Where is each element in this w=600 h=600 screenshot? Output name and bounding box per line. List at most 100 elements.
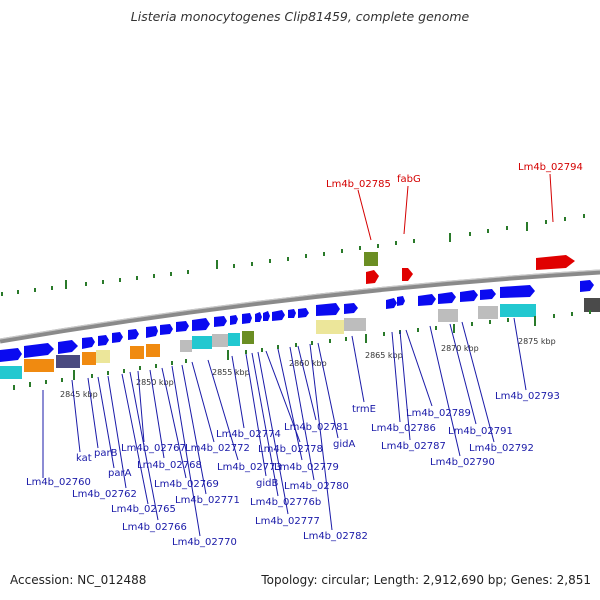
gene-label-Lm4b_02770[interactable]: Lm4b_02770: [172, 537, 237, 548]
gene-arrow[interactable]: [397, 296, 405, 306]
gene-label-Lm4b_02768[interactable]: Lm4b_02768: [137, 460, 202, 471]
gene-arrow[interactable]: [438, 292, 456, 304]
gene-label-Lm4b_02765[interactable]: Lm4b_02765: [111, 504, 176, 515]
gene-label-Lm4b_02769[interactable]: Lm4b_02769: [154, 479, 219, 490]
gene-arrow[interactable]: [298, 308, 309, 318]
gene-label-Lm4b_02771[interactable]: Lm4b_02771: [175, 495, 240, 506]
gene-arrow[interactable]: [146, 326, 158, 338]
gene-label-Lm4b_02760[interactable]: Lm4b_02760: [26, 477, 91, 488]
gene-label-gidB[interactable]: gidB: [256, 478, 278, 489]
bottom-gene-labels: Lm4b_02760 kat parB parA Lm4b_02762 Lm4b…: [26, 391, 560, 548]
gene-arrow[interactable]: [386, 298, 397, 309]
gene-block[interactable]: [82, 352, 96, 365]
gene-block[interactable]: [212, 334, 228, 347]
gene-block[interactable]: [130, 346, 144, 359]
gene-arrow[interactable]: [460, 290, 478, 302]
genome-stats-text: Topology: circular; Length: 2,912,690 bp…: [261, 573, 591, 587]
gene-fabG-arrow[interactable]: [402, 268, 413, 281]
gene-arrow[interactable]: [344, 303, 358, 314]
gene-label-Lm4b_02781[interactable]: Lm4b_02781: [284, 422, 349, 433]
kbp-label: 2860 kbp: [289, 359, 327, 368]
gene-block[interactable]: [24, 359, 54, 372]
gene-block[interactable]: [438, 309, 458, 322]
gene-arrow[interactable]: [500, 285, 535, 298]
gene-block[interactable]: [316, 320, 344, 334]
upper-features: [364, 252, 575, 284]
gene-label-Lm4b_02776b[interactable]: Lm4b_02776b: [250, 497, 321, 508]
gene-label-Lm4b_02790[interactable]: Lm4b_02790: [430, 457, 495, 468]
gene-label-parB[interactable]: parB: [94, 448, 118, 459]
gene-arrow[interactable]: [242, 313, 252, 324]
gene-arrow[interactable]: [128, 329, 139, 340]
gene-arrow[interactable]: [288, 309, 296, 318]
gene-arrow[interactable]: [82, 337, 95, 349]
gene-label-Lm4b_02787[interactable]: Lm4b_02787: [381, 441, 446, 452]
kbp-label: 2870 kbp: [441, 344, 479, 353]
gene-block[interactable]: [56, 355, 80, 368]
gene-arrow[interactable]: [176, 321, 189, 332]
gene-label-Lm4b_02778[interactable]: Lm4b_02778: [258, 444, 323, 455]
gene-label-Lm4b_02785[interactable]: Lm4b_02785: [326, 179, 391, 190]
gene-label-Lm4b_02786[interactable]: Lm4b_02786: [371, 423, 436, 434]
gene-label-Lm4b_02779[interactable]: Lm4b_02779: [274, 462, 339, 473]
gene-arrow[interactable]: [316, 303, 340, 316]
accession-text: Accession: NC_012488: [10, 573, 147, 587]
gene-label-Lm4b_02792[interactable]: Lm4b_02792: [469, 443, 534, 454]
gene-arrow[interactable]: [24, 343, 54, 358]
gene-arrow[interactable]: [272, 310, 285, 321]
gene-arrow[interactable]: [58, 340, 78, 354]
gene-Lm4b_02785-arrow[interactable]: [366, 270, 379, 284]
gene-label-Lm4b_02789[interactable]: Lm4b_02789: [406, 408, 471, 419]
gene-label-Lm4b_02777[interactable]: Lm4b_02777: [255, 516, 320, 527]
gene-label-Lm4b_02793[interactable]: Lm4b_02793: [495, 391, 560, 402]
gene-Lm4b_02794-arrow[interactable]: [536, 255, 575, 270]
gene-arrow[interactable]: [263, 311, 270, 321]
gene-arrow[interactable]: [255, 312, 262, 322]
kbp-label: 2875 kbp: [518, 337, 556, 346]
gene-arrow[interactable]: [418, 294, 436, 306]
gene-arrow[interactable]: [112, 332, 123, 343]
gene-block[interactable]: [146, 344, 160, 357]
lower-tick-row: [13, 310, 591, 390]
gene-arrow[interactable]: [0, 348, 22, 362]
gene-block[interactable]: [0, 366, 22, 379]
gene-block[interactable]: [478, 306, 498, 319]
gene-label-Lm4b_02773[interactable]: Lm4b_02773: [217, 462, 282, 473]
gene-block[interactable]: [96, 350, 110, 363]
gene-block[interactable]: [344, 318, 366, 331]
gene-block[interactable]: [180, 340, 192, 352]
gene-arrow[interactable]: [214, 316, 227, 327]
gene-label-gidA[interactable]: gidA: [333, 439, 355, 450]
gene-label-Lm4b_02772[interactable]: Lm4b_02772: [185, 443, 250, 454]
gene-arrow[interactable]: [580, 280, 594, 292]
gene-block[interactable]: [500, 304, 536, 317]
gene-label-Lm4b_02767[interactable]: Lm4b_02767: [121, 443, 186, 454]
gene-label-fabG[interactable]: fabG: [397, 174, 421, 185]
gene-label-Lm4b_02782[interactable]: Lm4b_02782: [303, 531, 368, 542]
gene-label-Lm4b_02766[interactable]: Lm4b_02766: [122, 522, 187, 533]
gene-label-Lm4b_02774[interactable]: Lm4b_02774: [216, 429, 281, 440]
gene-block[interactable]: [228, 333, 240, 346]
gene-label-trmE[interactable]: trmE: [352, 404, 376, 415]
top-gene-labels: Lm4b_02785 fabG Lm4b_02794: [326, 162, 583, 190]
kbp-label: 2845 kbp: [60, 390, 98, 399]
gene-arrow[interactable]: [192, 318, 210, 331]
gene-label-Lm4b_02791[interactable]: Lm4b_02791: [448, 426, 513, 437]
gene-label-Lm4b_02794[interactable]: Lm4b_02794: [518, 162, 583, 173]
gene-arrow[interactable]: [480, 289, 496, 300]
gene-arrow[interactable]: [230, 315, 238, 325]
gene-label-parA[interactable]: parA: [108, 468, 132, 479]
gene-block[interactable]: [192, 336, 212, 349]
gene-block[interactable]: [584, 298, 600, 312]
gene-olive-feature[interactable]: [364, 252, 378, 266]
kbp-scale-labels: 2845 kbp 2850 kbp 2855 kbp 2860 kbp 2865…: [60, 337, 556, 399]
gene-label-Lm4b_02762[interactable]: Lm4b_02762: [72, 489, 137, 500]
gene-label-Lm4b_02780[interactable]: Lm4b_02780: [284, 481, 349, 492]
gene-label-kat[interactable]: kat: [76, 453, 92, 464]
upper-tick-row: [1, 214, 585, 296]
gene-block[interactable]: [242, 331, 254, 344]
gene-arrow[interactable]: [98, 335, 109, 346]
gene-arrow[interactable]: [160, 324, 173, 335]
